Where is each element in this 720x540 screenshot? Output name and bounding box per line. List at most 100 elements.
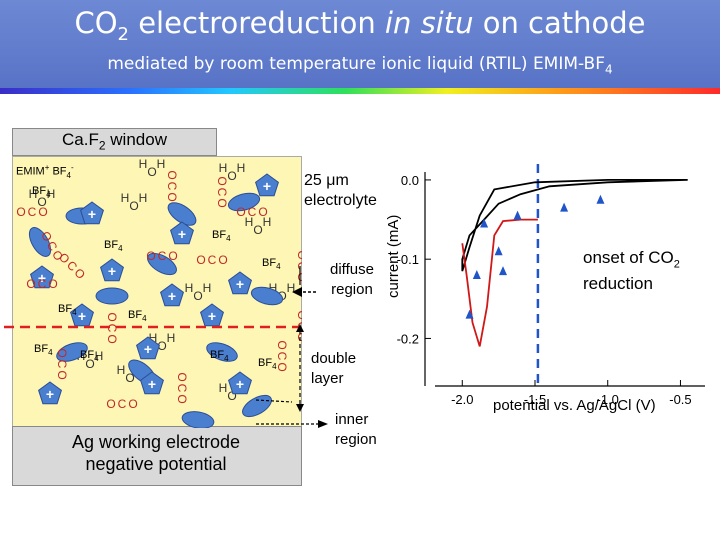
cation-icon: + bbox=[100, 258, 124, 282]
o-atom: O bbox=[295, 250, 302, 259]
h-atom: H bbox=[149, 331, 158, 345]
cation-icon: + bbox=[228, 371, 252, 395]
o-atom: O bbox=[165, 170, 179, 179]
o-atom: O bbox=[253, 223, 262, 237]
h-atom: H bbox=[47, 187, 56, 201]
cation-pentagon bbox=[70, 303, 94, 327]
cation-pentagon bbox=[170, 221, 194, 245]
o-atom: O bbox=[227, 389, 236, 403]
o-atom: O bbox=[218, 253, 227, 267]
cation-plus: + bbox=[46, 386, 54, 402]
window-label: Ca.F2 window bbox=[62, 130, 167, 153]
header-banner bbox=[0, 0, 720, 88]
y-axis-label: current (mA) bbox=[385, 214, 402, 298]
diffuse-pointer-head bbox=[292, 287, 302, 297]
o-atom: O bbox=[38, 205, 47, 219]
co2-molecule: OCO bbox=[215, 176, 229, 207]
slide-title: CO2 electroreduction in situ on cathode bbox=[74, 6, 646, 45]
o-atom: O bbox=[175, 372, 189, 381]
cation-icon: + bbox=[140, 371, 164, 395]
o-atom: O bbox=[275, 362, 289, 371]
cation-plus: + bbox=[144, 341, 152, 357]
anion-ellipse bbox=[95, 287, 129, 305]
cation-pentagon bbox=[100, 258, 124, 282]
x-tick-label: -0.5 bbox=[669, 392, 691, 407]
cation-plus: + bbox=[236, 376, 244, 392]
co2-molecule: OCO bbox=[295, 250, 302, 281]
o-atom: O bbox=[295, 310, 302, 319]
scan-direction-arrow bbox=[596, 194, 605, 204]
c-atom: C bbox=[295, 262, 302, 271]
c-atom: C bbox=[215, 188, 229, 197]
co2-molecule: OCO bbox=[165, 170, 179, 201]
o-atom: O bbox=[175, 394, 189, 403]
anion-ellipse bbox=[181, 411, 215, 428]
co2-molecule: OCO bbox=[275, 340, 289, 371]
cation-pentagon bbox=[30, 265, 54, 289]
o-atom: O bbox=[55, 370, 69, 379]
o-atom: O bbox=[196, 253, 205, 267]
cation-pentagon bbox=[80, 201, 104, 225]
scan-direction-arrow bbox=[560, 202, 569, 212]
ions-label: EMIM+ BF4- bbox=[16, 163, 74, 180]
caf2-window bbox=[12, 128, 217, 156]
o-atom: O bbox=[48, 277, 57, 291]
cv-curve bbox=[461, 218, 538, 347]
inner-region-arrow bbox=[318, 420, 328, 428]
h-atom: H bbox=[185, 281, 194, 295]
c-atom: C bbox=[28, 205, 37, 219]
cv-chart: -2.0 -1.5 -1.0 -0.5 0.0 -0.1 -0.2 bbox=[397, 164, 705, 407]
cation-icon: + bbox=[228, 271, 252, 295]
anion-ellipse bbox=[28, 227, 52, 257]
cation-plus: + bbox=[236, 276, 244, 292]
y-tick-label: -0.2 bbox=[397, 331, 419, 346]
o-atom: O bbox=[105, 312, 119, 321]
cation-plus: + bbox=[208, 308, 216, 324]
h-atom: H bbox=[219, 161, 228, 175]
diffuse-region-label: diffuse region bbox=[330, 261, 374, 298]
h-atom: H bbox=[139, 157, 148, 171]
cation-icon: + bbox=[30, 265, 54, 289]
scan-direction-arrow bbox=[499, 266, 507, 276]
inner-region-label: inner region bbox=[335, 411, 377, 448]
onset-label: onset of CO2 reduction bbox=[583, 248, 680, 294]
h-atom: H bbox=[287, 281, 296, 295]
o-atom: O bbox=[275, 340, 289, 349]
c-atom: C bbox=[165, 182, 179, 191]
h-atom: H bbox=[139, 191, 148, 205]
cation-pentagon bbox=[228, 371, 252, 395]
cation-pentagon bbox=[255, 173, 279, 197]
anion-ellipse bbox=[206, 342, 238, 362]
ag-electrode bbox=[12, 426, 302, 486]
y-tick-label: -0.1 bbox=[397, 252, 419, 267]
o-atom: O bbox=[157, 339, 166, 353]
c-atom: C bbox=[38, 277, 47, 291]
o-atom: O bbox=[258, 205, 267, 219]
h-atom: H bbox=[219, 381, 228, 395]
c-atom: C bbox=[55, 360, 69, 369]
cation-pentagon bbox=[160, 283, 184, 307]
o-atom: O bbox=[193, 289, 202, 303]
double-layer-arrow-down bbox=[296, 404, 304, 412]
y-tick-label: 0.0 bbox=[401, 173, 419, 188]
x-axis-label: potential vs. Ag/AgCl (V) bbox=[493, 397, 656, 414]
scan-direction-arrow bbox=[465, 309, 474, 319]
h-atom: H bbox=[117, 363, 126, 377]
co2-molecule: OCO bbox=[55, 348, 69, 379]
o-atom: O bbox=[37, 195, 46, 209]
o-atom: O bbox=[215, 176, 229, 185]
o-atom: O bbox=[55, 348, 69, 357]
cation-pentagon bbox=[200, 303, 224, 327]
cation-pentagon bbox=[136, 336, 160, 360]
c-atom: C bbox=[275, 352, 289, 361]
anion-ellipse bbox=[242, 394, 272, 418]
cation-pentagon bbox=[228, 271, 252, 295]
anion-ellipse bbox=[147, 252, 177, 276]
